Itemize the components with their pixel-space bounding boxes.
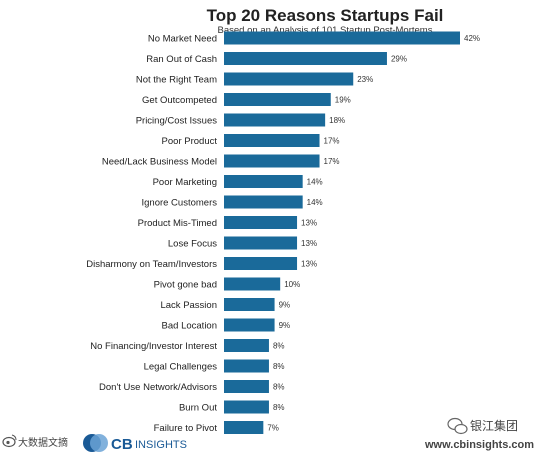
brand-rest: INSIGHTS <box>135 439 187 451</box>
value-label: 17% <box>324 137 340 146</box>
category-label: Disharmony on Team/Investors <box>86 259 217 270</box>
bar <box>224 52 387 65</box>
right-watermark: 银江集团 <box>470 418 518 433</box>
value-label: 8% <box>273 362 285 371</box>
bar <box>224 236 298 250</box>
category-label: Pivot gone bad <box>154 279 217 290</box>
value-label: 14% <box>307 178 323 187</box>
bars-group: No Market Need 42% Ran Out of Cash 29% Not t… <box>86 31 480 434</box>
value-label: 8% <box>273 403 285 412</box>
category-label: Not the Right Team <box>136 74 217 85</box>
value-label: 7% <box>267 424 279 433</box>
bar <box>224 72 354 86</box>
category-label: No Financing/Investor Interest <box>90 341 217 352</box>
bar <box>224 277 281 291</box>
bar <box>224 195 303 209</box>
category-label: Get Outcompeted <box>142 95 217 106</box>
value-label: 29% <box>391 55 407 64</box>
category-label: Ignore Customers <box>141 197 217 208</box>
category-label: Poor Product <box>162 136 218 147</box>
chart-title: Top 20 Reasons Startups Fail <box>207 6 444 25</box>
category-label: Failure to Pivot <box>154 423 218 434</box>
weibo-icon <box>2 434 17 448</box>
bar <box>224 318 275 332</box>
bar <box>224 421 264 434</box>
bar <box>224 134 320 147</box>
bar <box>224 113 326 127</box>
bar <box>224 359 269 373</box>
category-label: Lose Focus <box>168 238 217 249</box>
footer-url: www.cbinsights.com <box>424 439 534 451</box>
value-label: 8% <box>273 383 285 392</box>
brand-cb: CB <box>111 436 133 453</box>
bar <box>224 298 275 311</box>
bar <box>224 216 298 229</box>
category-label: No Market Need <box>148 33 217 44</box>
bar <box>224 93 331 106</box>
category-label: Legal Challenges <box>144 361 218 372</box>
category-label: Don't Use Network/Advisors <box>99 382 217 393</box>
value-label: 13% <box>301 239 317 248</box>
chart-subtitle: Based on an Analysis of 101 Startup Post… <box>218 25 433 36</box>
value-label: 18% <box>329 116 345 125</box>
footer: 大数据文摘 CB INSIGHTS 银江集团 www.cbinsights.co… <box>2 417 534 453</box>
value-label: 13% <box>301 219 317 228</box>
bar <box>224 31 460 45</box>
cb-insights-logo-icon <box>83 434 108 452</box>
left-watermark: 大数据文摘 <box>18 436 68 449</box>
value-label: 8% <box>273 342 285 351</box>
value-label: 9% <box>279 301 291 310</box>
category-label: Product Mis-Timed <box>138 218 217 229</box>
category-label: Ran Out of Cash <box>146 54 217 65</box>
wechat-icon <box>447 417 468 435</box>
bar <box>224 175 303 188</box>
value-label: 10% <box>284 280 300 289</box>
value-label: 9% <box>279 321 291 330</box>
category-label: Burn Out <box>179 402 217 413</box>
value-label: 13% <box>301 260 317 269</box>
value-label: 17% <box>324 157 340 166</box>
value-label: 23% <box>357 75 373 84</box>
bar <box>224 400 269 414</box>
bar <box>224 339 269 352</box>
bar <box>224 257 298 270</box>
bar <box>224 380 269 393</box>
value-label: 19% <box>335 96 351 105</box>
category-label: Lack Passion <box>160 300 217 311</box>
category-label: Poor Marketing <box>153 177 217 188</box>
category-label: Pricing/Cost Issues <box>136 115 218 126</box>
category-label: Need/Lack Business Model <box>102 156 217 167</box>
value-label: 42% <box>464 34 480 43</box>
value-label: 14% <box>307 198 323 207</box>
category-label: Bad Location <box>162 320 217 331</box>
bar <box>224 154 320 168</box>
